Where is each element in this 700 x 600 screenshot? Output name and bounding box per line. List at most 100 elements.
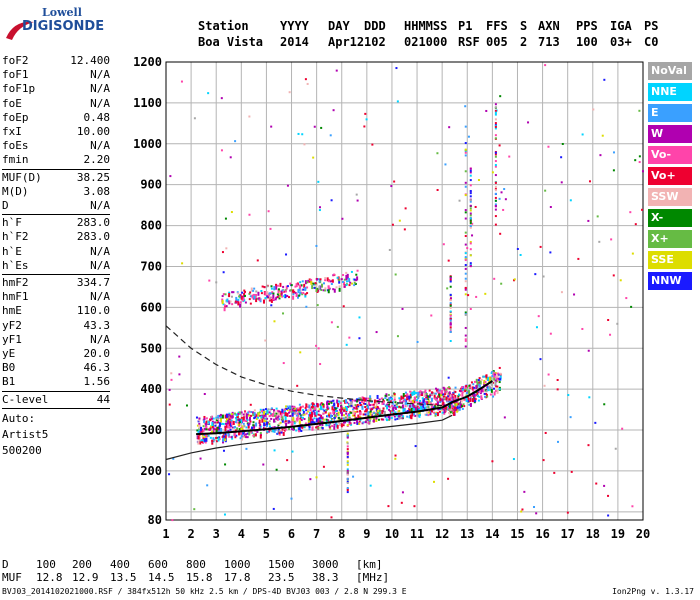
- echo-point: [248, 298, 251, 301]
- echo-point: [485, 396, 488, 399]
- y-tick-label: 800: [140, 219, 162, 233]
- echo-point: [168, 473, 171, 476]
- echo-point: [286, 405, 289, 408]
- echo-point: [418, 395, 421, 398]
- echo-point: [359, 404, 362, 407]
- y-tick-label: 500: [140, 341, 162, 355]
- echo-point: [482, 375, 485, 378]
- echo-point: [427, 414, 430, 417]
- echo-point: [494, 192, 497, 195]
- param-label: yF2: [2, 318, 22, 332]
- echo-point: [462, 403, 465, 406]
- echo-point: [399, 416, 402, 419]
- muf-table-unit: [km]: [356, 558, 383, 571]
- echo-point: [245, 447, 248, 450]
- echo-point: [415, 395, 418, 398]
- echo-point: [346, 417, 349, 420]
- header-label-8: AXN: [538, 19, 560, 33]
- echo-point: [468, 403, 471, 406]
- echo-point: [349, 281, 352, 284]
- echo-point: [318, 209, 321, 212]
- echo-point: [464, 256, 467, 259]
- echo-point: [537, 315, 540, 318]
- echo-point: [203, 433, 206, 436]
- echo-point: [387, 505, 390, 508]
- echo-point: [588, 180, 591, 183]
- echo-point: [327, 280, 330, 283]
- echo-point: [211, 440, 214, 445]
- echo-point: [444, 397, 447, 400]
- echo-point: [300, 419, 303, 422]
- echo-point: [449, 340, 452, 343]
- echo-point: [441, 403, 444, 408]
- echo-point: [336, 406, 339, 409]
- muf-table-cell: 200: [72, 558, 92, 571]
- echo-point: [527, 121, 530, 124]
- echo-point: [340, 417, 343, 420]
- echo-point: [464, 280, 467, 283]
- echo-point: [263, 417, 266, 422]
- echo-point: [376, 413, 379, 416]
- x-tick-label: 10: [385, 527, 399, 541]
- echo-point: [346, 451, 349, 454]
- echo-point: [221, 422, 224, 425]
- param-value: 283.0: [76, 216, 110, 230]
- echo-point: [470, 381, 473, 384]
- echo-point: [322, 465, 325, 468]
- echo-point: [426, 406, 429, 409]
- echo-point: [298, 430, 301, 433]
- echo-point: [539, 245, 542, 248]
- echo-point: [230, 436, 233, 439]
- echo-point: [218, 414, 221, 417]
- echo-point: [395, 67, 398, 70]
- echo-point: [453, 406, 456, 411]
- echo-point: [313, 406, 316, 411]
- echo-point: [338, 285, 341, 288]
- echo-point: [248, 431, 251, 436]
- echo-point: [464, 286, 467, 289]
- echo-point: [461, 388, 464, 391]
- echo-point: [224, 217, 227, 220]
- echo-point: [447, 376, 450, 379]
- echo-point: [321, 417, 324, 420]
- echo-point: [409, 399, 412, 402]
- echo-point: [297, 283, 300, 286]
- header-label-3: DDD: [364, 19, 386, 33]
- echo-point: [257, 291, 260, 296]
- echo-point: [449, 280, 452, 283]
- echo-point: [374, 413, 377, 418]
- echo-point: [203, 415, 206, 418]
- muf-table-cell: 15.8: [186, 571, 213, 584]
- echo-point: [346, 414, 349, 417]
- echo-point: [337, 400, 340, 403]
- echo-point: [435, 389, 438, 392]
- echo-point: [494, 203, 497, 206]
- echo-point: [301, 405, 304, 408]
- echo-point: [302, 416, 305, 419]
- echo-point: [306, 82, 309, 85]
- echo-point: [280, 290, 283, 293]
- echo-point: [345, 407, 348, 410]
- echo-point: [356, 403, 359, 406]
- param-label: hmE: [2, 304, 22, 318]
- echo-point: [228, 293, 231, 298]
- echo-point: [324, 277, 327, 280]
- echo-point: [464, 267, 467, 270]
- y-tick-label: 300: [140, 423, 162, 437]
- echo-point: [214, 421, 217, 424]
- echo-point: [224, 293, 227, 296]
- echo-point: [629, 211, 632, 214]
- muf-table-cell: 12.9: [72, 571, 99, 584]
- echo-point: [320, 126, 323, 129]
- echo-point: [464, 326, 467, 329]
- echo-point: [356, 269, 359, 272]
- echo-point: [595, 482, 598, 485]
- echo-point: [352, 414, 355, 417]
- echo-point: [235, 296, 238, 301]
- echo-point: [447, 259, 450, 262]
- echo-point: [359, 397, 362, 400]
- echo-point: [468, 384, 471, 387]
- echo-point: [242, 416, 245, 421]
- echo-point: [244, 419, 247, 422]
- echo-point: [446, 408, 449, 411]
